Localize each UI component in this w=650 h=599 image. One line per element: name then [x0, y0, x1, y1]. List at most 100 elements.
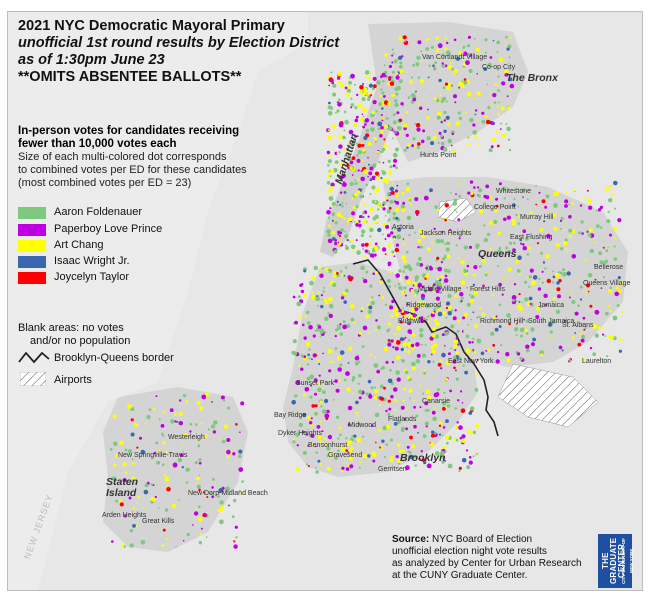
vote-dot — [388, 322, 392, 326]
vote-dot — [347, 362, 350, 364]
vote-dot — [435, 296, 440, 301]
vote-dot — [467, 323, 470, 326]
legend-airports-label: Airports — [54, 374, 92, 386]
vote-dot — [132, 506, 136, 510]
vote-dot — [455, 244, 458, 247]
vote-dot — [437, 141, 440, 144]
vote-dot — [393, 158, 398, 163]
vote-dot — [470, 295, 475, 299]
vote-dot — [546, 233, 551, 239]
vote-dot — [321, 430, 324, 433]
vote-dot — [129, 543, 134, 548]
vote-dot — [336, 152, 339, 155]
place-label: New Springville-Travis — [118, 452, 188, 459]
vote-dot — [313, 265, 318, 271]
vote-dot — [310, 417, 313, 420]
vote-dot — [432, 416, 437, 422]
vote-dot — [325, 417, 329, 420]
vote-dot — [414, 307, 418, 312]
vote-dot — [359, 461, 362, 464]
vote-dot — [311, 291, 314, 295]
vote-dot — [130, 432, 135, 437]
vote-dot — [363, 135, 368, 141]
vote-dot — [364, 249, 368, 253]
vote-dot — [348, 456, 353, 461]
vote-dot — [571, 254, 577, 259]
vote-dot — [331, 201, 336, 206]
vote-dot — [369, 94, 373, 97]
vote-dot — [158, 507, 160, 510]
vote-dot — [348, 78, 351, 81]
vote-dot — [124, 448, 128, 452]
vote-dot — [392, 216, 397, 221]
place-label: Dyker Heights — [278, 430, 322, 437]
vote-dot — [387, 159, 391, 163]
vote-dot — [387, 263, 391, 267]
vote-dot — [406, 318, 411, 324]
vote-dot — [496, 105, 499, 108]
vote-dot — [593, 263, 597, 267]
vote-dot — [367, 309, 373, 314]
vote-dot — [334, 456, 338, 460]
vote-dot — [415, 414, 419, 418]
vote-dot — [489, 247, 492, 250]
vote-dot — [483, 224, 486, 227]
vote-dot — [223, 424, 229, 430]
vote-dot — [136, 525, 138, 528]
vote-dot — [392, 164, 396, 168]
vote-dot — [453, 94, 457, 99]
vote-dot — [310, 384, 313, 387]
vote-dot — [505, 352, 510, 357]
vote-dot — [331, 185, 334, 189]
vote-dot — [581, 334, 585, 339]
vote-dot — [441, 280, 444, 283]
vote-dot — [387, 192, 391, 196]
vote-dot — [429, 336, 434, 341]
vote-dot — [443, 129, 447, 133]
vote-dot — [381, 247, 387, 252]
vote-dot — [374, 242, 378, 246]
vote-dot — [477, 186, 480, 189]
vote-dot — [577, 304, 580, 308]
vote-dot — [387, 339, 391, 342]
vote-dot — [221, 439, 226, 444]
vote-dot — [334, 160, 339, 164]
vote-dot — [448, 231, 452, 235]
vote-dot — [491, 293, 494, 296]
vote-dot — [356, 250, 361, 255]
vote-dot — [368, 225, 372, 229]
vote-dot — [477, 54, 480, 57]
vote-dot — [359, 226, 361, 229]
vote-dot — [347, 440, 353, 445]
vote-dot — [545, 194, 550, 199]
vote-dot — [397, 227, 402, 232]
vote-dot — [478, 209, 484, 214]
vote-dot — [154, 495, 157, 499]
vote-dot — [421, 458, 426, 462]
vote-dot — [427, 76, 430, 79]
vote-dot — [362, 453, 368, 459]
vote-dot — [607, 245, 609, 248]
vote-dot — [455, 350, 460, 355]
vote-dot — [363, 255, 367, 259]
vote-dot — [493, 101, 497, 104]
vote-dot — [446, 85, 451, 91]
vote-dot — [291, 399, 297, 405]
vote-dot — [441, 63, 446, 68]
vote-dot — [523, 318, 525, 321]
vote-dot — [372, 76, 377, 81]
vote-dot — [443, 268, 448, 273]
vote-dot — [395, 216, 399, 220]
vote-dot — [389, 81, 395, 86]
vote-dot — [394, 87, 399, 92]
vote-dot — [192, 524, 194, 526]
vote-dot — [327, 296, 333, 302]
vote-dot — [512, 218, 516, 223]
vote-dot — [354, 182, 358, 185]
vote-dot — [384, 303, 388, 307]
map-title: 2021 NYC Democratic Mayoral Primary unof… — [18, 18, 339, 86]
vote-dot — [303, 355, 306, 359]
vote-dot — [326, 150, 331, 155]
vote-dot — [500, 344, 503, 347]
vote-dot — [452, 201, 458, 206]
